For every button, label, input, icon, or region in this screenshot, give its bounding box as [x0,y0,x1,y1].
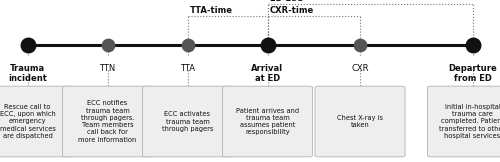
Text: Departure
from ED: Departure from ED [448,64,497,83]
Text: CXR: CXR [351,64,369,73]
Text: ED LOS: ED LOS [270,0,304,3]
Point [356,44,364,47]
Point [184,44,192,47]
Text: CXR-time: CXR-time [270,6,314,15]
Text: Patient arrives and
trauma team
assumes patient
responsibility: Patient arrives and trauma team assumes … [236,108,299,135]
Text: Arrival
at ED: Arrival at ED [252,64,284,83]
Text: Initial in-hospital
trauma care
completed. Patient
transferred to other
hospital: Initial in-hospital trauma care complete… [440,104,500,139]
Text: Rescue call to
ECC, upon which
emergency
medical services
are dispatched: Rescue call to ECC, upon which emergency… [0,104,56,139]
FancyBboxPatch shape [315,86,405,157]
Text: Chest X-ray is
taken: Chest X-ray is taken [337,115,383,128]
Text: TTA-time: TTA-time [190,6,233,15]
FancyBboxPatch shape [62,86,152,157]
Point [24,44,32,47]
Text: ECC notifies
trauma team
through pagers.
Team members
call back for
more informa: ECC notifies trauma team through pagers.… [78,100,136,143]
Point [468,44,476,47]
Text: ECC activates
trauma team
through pagers: ECC activates trauma team through pagers [162,111,213,132]
FancyBboxPatch shape [428,86,500,157]
FancyBboxPatch shape [0,86,72,157]
Point [264,44,272,47]
Point [104,44,112,47]
FancyBboxPatch shape [142,86,233,157]
Text: TTA: TTA [180,64,195,73]
FancyBboxPatch shape [222,86,312,157]
Text: TTN: TTN [100,64,116,73]
Text: Trauma
incident: Trauma incident [8,64,47,83]
